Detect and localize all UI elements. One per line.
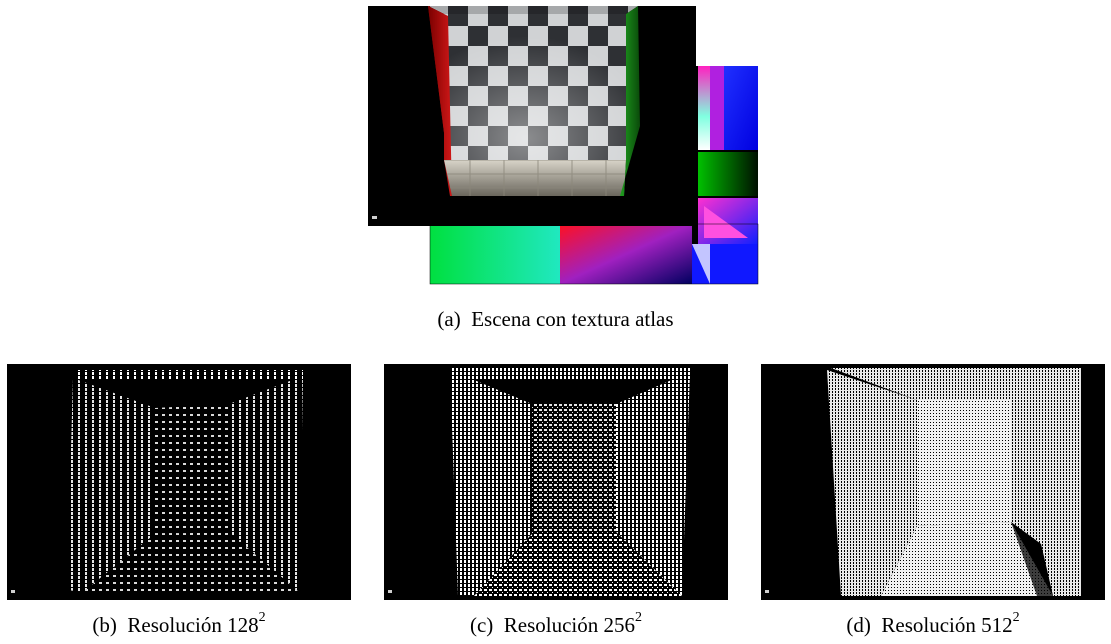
atlas-scene-figure [368, 6, 759, 285]
caption-c-text: Resolución 256 [503, 613, 636, 637]
caption-b: (b) Resolución 1282 [7, 610, 351, 638]
caption-b-exponent: 2 [258, 610, 266, 625]
caption-a: (a) Escena con textura atlas [0, 307, 1111, 332]
texture-atlas [429, 66, 759, 285]
caption-d-label: (d) [846, 613, 871, 637]
panel-c [384, 364, 728, 600]
caption-c: (c) Resolución 2562 [384, 610, 728, 638]
panel-b [7, 364, 351, 600]
caption-c-exponent: 2 [635, 610, 643, 625]
caption-d-text: Resolución 512 [881, 613, 1013, 637]
rendered-scene [368, 6, 696, 226]
panel-d [761, 364, 1105, 600]
panel-a [368, 6, 760, 286]
caption-d: (d) Resolución 5122 [761, 610, 1105, 638]
caption-a-label: (a) [437, 307, 461, 331]
caption-a-text: Escena con textura atlas [471, 307, 674, 331]
caption-c-label: (c) [469, 613, 494, 637]
point-cloud-128 [7, 364, 351, 600]
point-cloud-512 [761, 364, 1105, 600]
point-cloud-256 [384, 364, 728, 600]
caption-b-label: (b) [92, 613, 117, 637]
caption-d-exponent: 2 [1012, 610, 1020, 625]
caption-b-text: Resolución 128 [127, 613, 259, 637]
